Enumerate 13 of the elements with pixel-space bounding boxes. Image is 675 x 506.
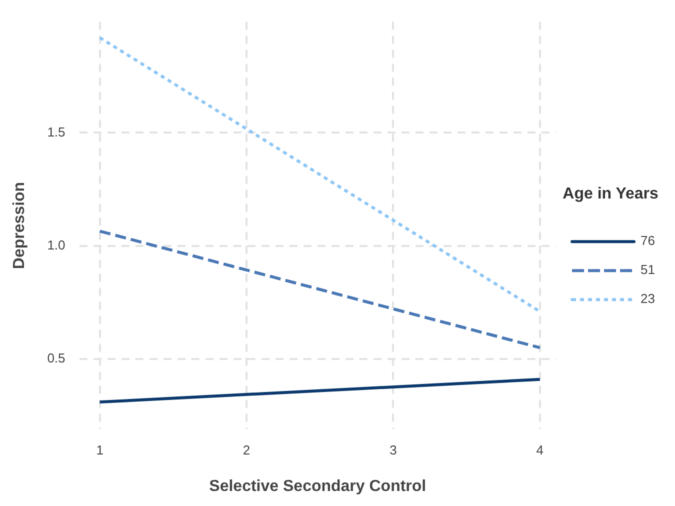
x-tick-label: 2 <box>242 442 250 458</box>
legend-label: 51 <box>640 262 656 278</box>
y-tick-label: 0.5 <box>47 350 66 366</box>
x-tick-label: 4 <box>536 442 544 458</box>
legend-label: 23 <box>640 291 656 306</box>
x-axis-title: Selective Secondary Control <box>209 478 426 495</box>
x-tick-label: 3 <box>390 442 397 458</box>
y-tick-label: 1.0 <box>47 237 66 252</box>
y-tick-label: 1.5 <box>47 124 66 140</box>
x-tick-label: 1 <box>96 442 104 458</box>
y-axis-title: Depression <box>11 182 28 270</box>
legend-label: 76 <box>640 233 656 248</box>
legend-title: Age in Years <box>562 185 658 202</box>
